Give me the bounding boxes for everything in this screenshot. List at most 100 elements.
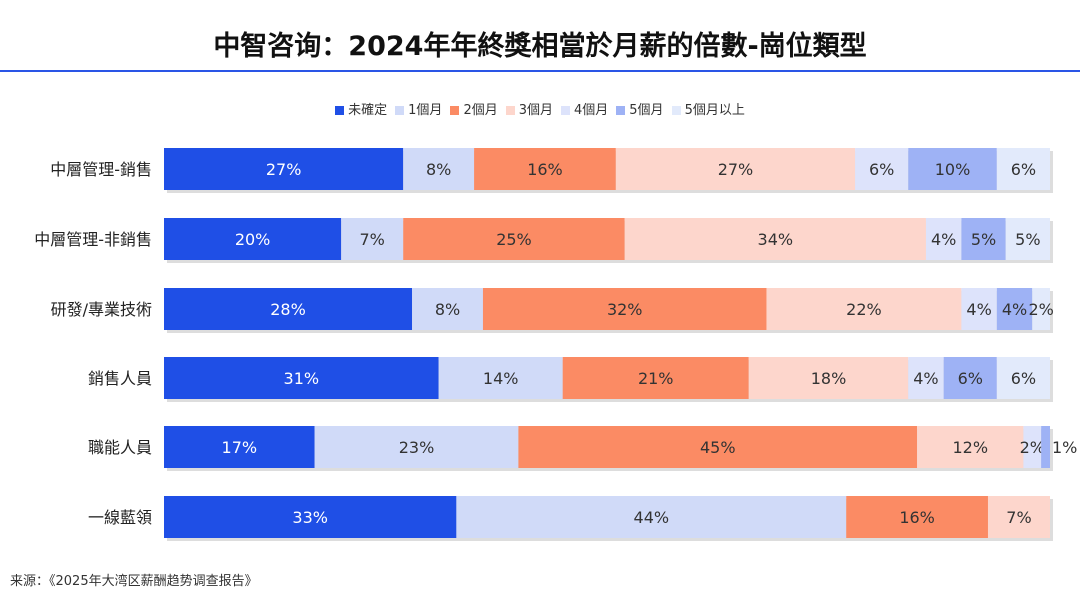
title-divider [0,70,1080,72]
legend-item: 5個月 [616,99,664,118]
bar-segment [943,357,997,399]
data-label: 4% [966,300,991,319]
category-label: 研發/專業技術 [51,300,152,319]
category-label: 中層管理-非銷售 [34,230,152,249]
category-label: 職能人員 [88,438,152,457]
data-label: 4% [931,230,956,249]
data-label: 5% [1015,230,1040,249]
data-label: 32% [607,300,643,319]
data-label: 17% [222,438,258,457]
bar-segment [996,288,1033,330]
data-label: 6% [869,160,894,179]
bar-segment [925,218,962,260]
data-label: 10% [935,160,971,179]
bar-segment [164,288,413,330]
category-label: 一線藍領 [88,508,152,527]
data-label: 7% [1006,508,1031,527]
data-label: 21% [638,369,674,388]
legend-label: 5個月以上 [684,103,745,118]
data-label: 1% [1052,438,1077,457]
legend-label: 1個月 [408,103,443,118]
data-label: 18% [811,369,847,388]
data-label: 34% [758,230,794,249]
data-label: 27% [266,160,302,179]
legend-swatch [616,106,626,115]
bar-segment [908,148,997,190]
legend-item: 4個月 [561,99,608,118]
data-label: 22% [846,300,882,319]
legend: 未確定 1個月 2個月 3個月 4個月 5個月 5個月以上 [0,99,1080,118]
bar-segment [482,288,767,330]
bar-segment [403,148,475,190]
bar-segment [917,426,1024,468]
data-label: 23% [399,438,435,457]
data-label: 33% [292,508,328,527]
data-label: 44% [634,508,670,527]
bar-segment [314,426,519,468]
chart-title: 中智咨询：2024年年終獎相當於月薪的倍數-崗位類型 [213,31,867,62]
legend-swatch [561,106,570,115]
bar-segment [1041,426,1050,468]
legend-label: 未確定 [348,103,388,118]
data-label: 14% [483,369,519,388]
data-label: 25% [496,230,532,249]
bar-segment [996,357,1050,399]
bar-segment [164,426,315,468]
bar-segment [1005,218,1050,260]
data-label: 6% [1011,369,1036,388]
legend-item: 1個月 [395,99,442,118]
legend-swatch [671,106,681,115]
data-label: 27% [718,160,754,179]
bar-segment [987,496,1050,538]
bar-segment [164,357,439,399]
bar-segment [403,218,625,260]
data-label: 16% [899,508,935,527]
data-label: 8% [426,160,451,179]
data-label: 2% [1028,300,1053,319]
bar-segment [412,288,483,330]
data-label: 4% [1002,300,1027,319]
bar-segment [456,496,847,538]
data-label: 16% [527,160,563,179]
data-label: 6% [1011,160,1036,179]
bar-segment [748,357,909,399]
data-label: 31% [284,369,320,388]
bar-segment [164,148,404,190]
bar-segment [438,357,563,399]
bar-segment [961,218,1006,260]
bar-segment [164,496,457,538]
bar-segment [624,218,926,260]
category-label: 銷售人員 [88,369,152,388]
bar-segment [164,218,342,260]
bar-segment [855,148,909,190]
bar-segment [341,218,404,260]
bar-segment [846,496,988,538]
legend-label: 2個月 [463,103,498,118]
legend-swatch [395,106,405,115]
bar-segment [996,148,1050,190]
legend-swatch [335,106,345,115]
data-label: 8% [435,300,460,319]
data-label: 2% [1020,438,1045,457]
data-label: 6% [958,369,983,388]
legend-swatch [505,106,515,115]
legend-label: 4個月 [574,103,609,118]
source-note: 来源：《2025年大湾区薪酬趋势调查报告》 [10,574,258,589]
data-label: 12% [952,438,988,457]
category-label: 中層管理-銷售 [50,160,152,179]
data-label: 7% [360,230,385,249]
legend-item: 未確定 [335,99,387,118]
bar-segment [961,288,997,330]
bar-segment [518,426,918,468]
legend-item: 2個月 [450,99,498,118]
bar-segment [766,288,962,330]
data-label: 28% [270,300,306,319]
legend-swatch [450,106,460,115]
legend-label: 3個月 [518,103,553,118]
legend-item: 5個月以上 [671,99,745,118]
legend-label: 5個月 [629,103,664,118]
bar-segment [562,357,749,399]
data-label: 5% [971,230,996,249]
